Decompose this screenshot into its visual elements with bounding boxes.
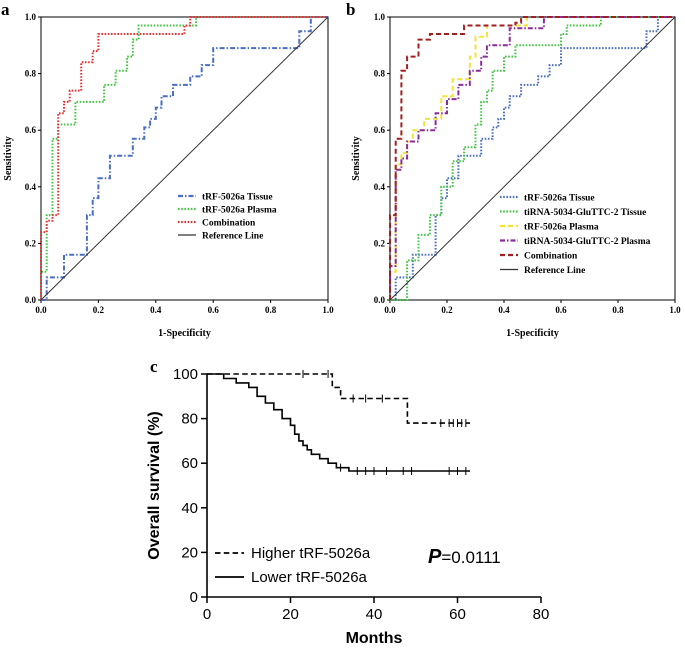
y-tick-label: 40 bbox=[181, 500, 198, 517]
y-tick-label: 0.8 bbox=[374, 69, 386, 79]
legend-entry-tirna-5034-gluttc-2-tissue: tiRNA-5034-GluTTC-2 Tissue bbox=[524, 208, 646, 218]
series-line-trf-5026a-tissue bbox=[41, 16, 328, 301]
x-tick-label: 0.6 bbox=[555, 305, 567, 315]
x-axis-label: Months bbox=[346, 630, 403, 647]
x-tick-label: 20 bbox=[282, 606, 299, 623]
y-tick-label: 0.6 bbox=[25, 125, 37, 135]
legend-entry-trf-5026a-plasma: tRF-5026a Plasma bbox=[202, 206, 277, 216]
x-tick-label: 0.8 bbox=[265, 305, 277, 315]
y-tick-label: 0.6 bbox=[374, 125, 386, 135]
y-tick-label: 60 bbox=[181, 455, 198, 472]
x-tick-label: 0.0 bbox=[35, 305, 47, 315]
y-tick-label: 1.0 bbox=[374, 12, 386, 22]
x-axis-label: 1-Specificity bbox=[158, 328, 211, 339]
survival-chart: 0 20 40 60 80 0 20 40 60 80 100 Months Overall survi… bbox=[146, 366, 549, 647]
y-tick-label: 100 bbox=[173, 366, 198, 383]
p-value-symbol: P bbox=[428, 546, 442, 568]
survival-curve-higher-trf-5026a bbox=[207, 373, 470, 424]
panel-letter-c: c bbox=[150, 357, 158, 376]
legend-entry-lower-trf-5026a: Lower tRF-5026a bbox=[251, 569, 368, 586]
y-axis-label: Sensitivity bbox=[3, 136, 14, 180]
x-tick-label: 60 bbox=[449, 606, 466, 623]
y-tick-label: 0.0 bbox=[25, 295, 37, 305]
legend-entry-higher-trf-5026a: Higher tRF-5026a bbox=[251, 545, 371, 562]
y-axis-label: Sensitivity bbox=[351, 136, 362, 180]
roc-chart-tissue-plasma: 0.0 0.2 0.4 0.6 0.8 1.0 0.0 0.2 0.4 0.6 0.8 1.0 1-Sp… bbox=[3, 12, 334, 339]
x-tick-label: 40 bbox=[366, 606, 383, 623]
x-tick-label: 0.8 bbox=[612, 305, 624, 315]
x-tick-label: 0.2 bbox=[441, 305, 453, 315]
x-tick-label: 0.4 bbox=[498, 305, 510, 315]
survival-curve-lower-trf-5026a bbox=[207, 373, 470, 472]
p-value-text: =0.0111 bbox=[441, 548, 500, 567]
x-axis-label: 1-Specificity bbox=[506, 328, 559, 339]
y-tick-label: 20 bbox=[181, 544, 198, 561]
legend-entry-combination: Combination bbox=[202, 219, 256, 229]
plot-frame bbox=[40, 16, 329, 301]
y-tick-label: 0.4 bbox=[25, 182, 37, 192]
y-tick-label: 0.0 bbox=[374, 295, 386, 305]
legend-entry-reference-line: Reference Line bbox=[524, 266, 585, 276]
y-tick-label: 0.4 bbox=[374, 182, 386, 192]
series-line-trf-5026a-tissue bbox=[390, 16, 675, 301]
y-tick-label: 1.0 bbox=[25, 12, 37, 22]
x-tick-label: 0.0 bbox=[384, 305, 396, 315]
x-tick-label: 0 bbox=[203, 606, 211, 623]
x-tick-label: 0.2 bbox=[93, 305, 105, 315]
series-line-combination bbox=[40, 16, 328, 300]
x-tick-label: 0.6 bbox=[208, 305, 220, 315]
series-line-combination bbox=[389, 16, 675, 300]
series-line-reference-line bbox=[40, 16, 329, 301]
panel-letter-b: b bbox=[346, 0, 355, 19]
legend-entry-reference-line: Reference Line bbox=[202, 232, 263, 242]
roc-chart-combined-markers: 0.0 0.2 0.4 0.6 0.8 1.0 0.0 0.2 0.4 0.6 0.8 1.0 1-Sp… bbox=[351, 12, 681, 339]
p-value-annotation: P=0.0111 bbox=[428, 546, 501, 568]
y-tick-label: 0.8 bbox=[25, 69, 37, 79]
series-line-trf-5026a-plasma bbox=[40, 16, 328, 300]
x-tick-label: 1.0 bbox=[322, 305, 334, 315]
x-tick-label: 1.0 bbox=[669, 305, 681, 315]
legend-entry-tirna-5034-gluttc-2-plasma: tiRNA-5034-GluTTC-2 Plasma bbox=[524, 237, 651, 247]
legend-entry-trf-5026a-tissue: tRF-5026a Tissue bbox=[202, 193, 273, 203]
y-tick-label: 80 bbox=[181, 411, 198, 428]
x-tick-label: 0.4 bbox=[150, 305, 162, 315]
legend-entry-trf-5026a-tissue: tRF-5026a Tissue bbox=[524, 194, 595, 204]
y-tick-label: 0.2 bbox=[374, 238, 386, 248]
legend-entry-trf-5026a-plasma: tRF-5026a Plasma bbox=[524, 223, 599, 233]
y-axis-label: Overall survival (%) bbox=[146, 411, 163, 560]
series-line-reference-line bbox=[389, 16, 676, 301]
panel-letter-a: a bbox=[1, 0, 10, 19]
x-tick-label: 80 bbox=[533, 606, 550, 623]
y-tick-label: 0.2 bbox=[25, 238, 37, 248]
legend-entry-combination: Combination bbox=[524, 252, 578, 262]
y-tick-label: 0 bbox=[190, 589, 198, 606]
